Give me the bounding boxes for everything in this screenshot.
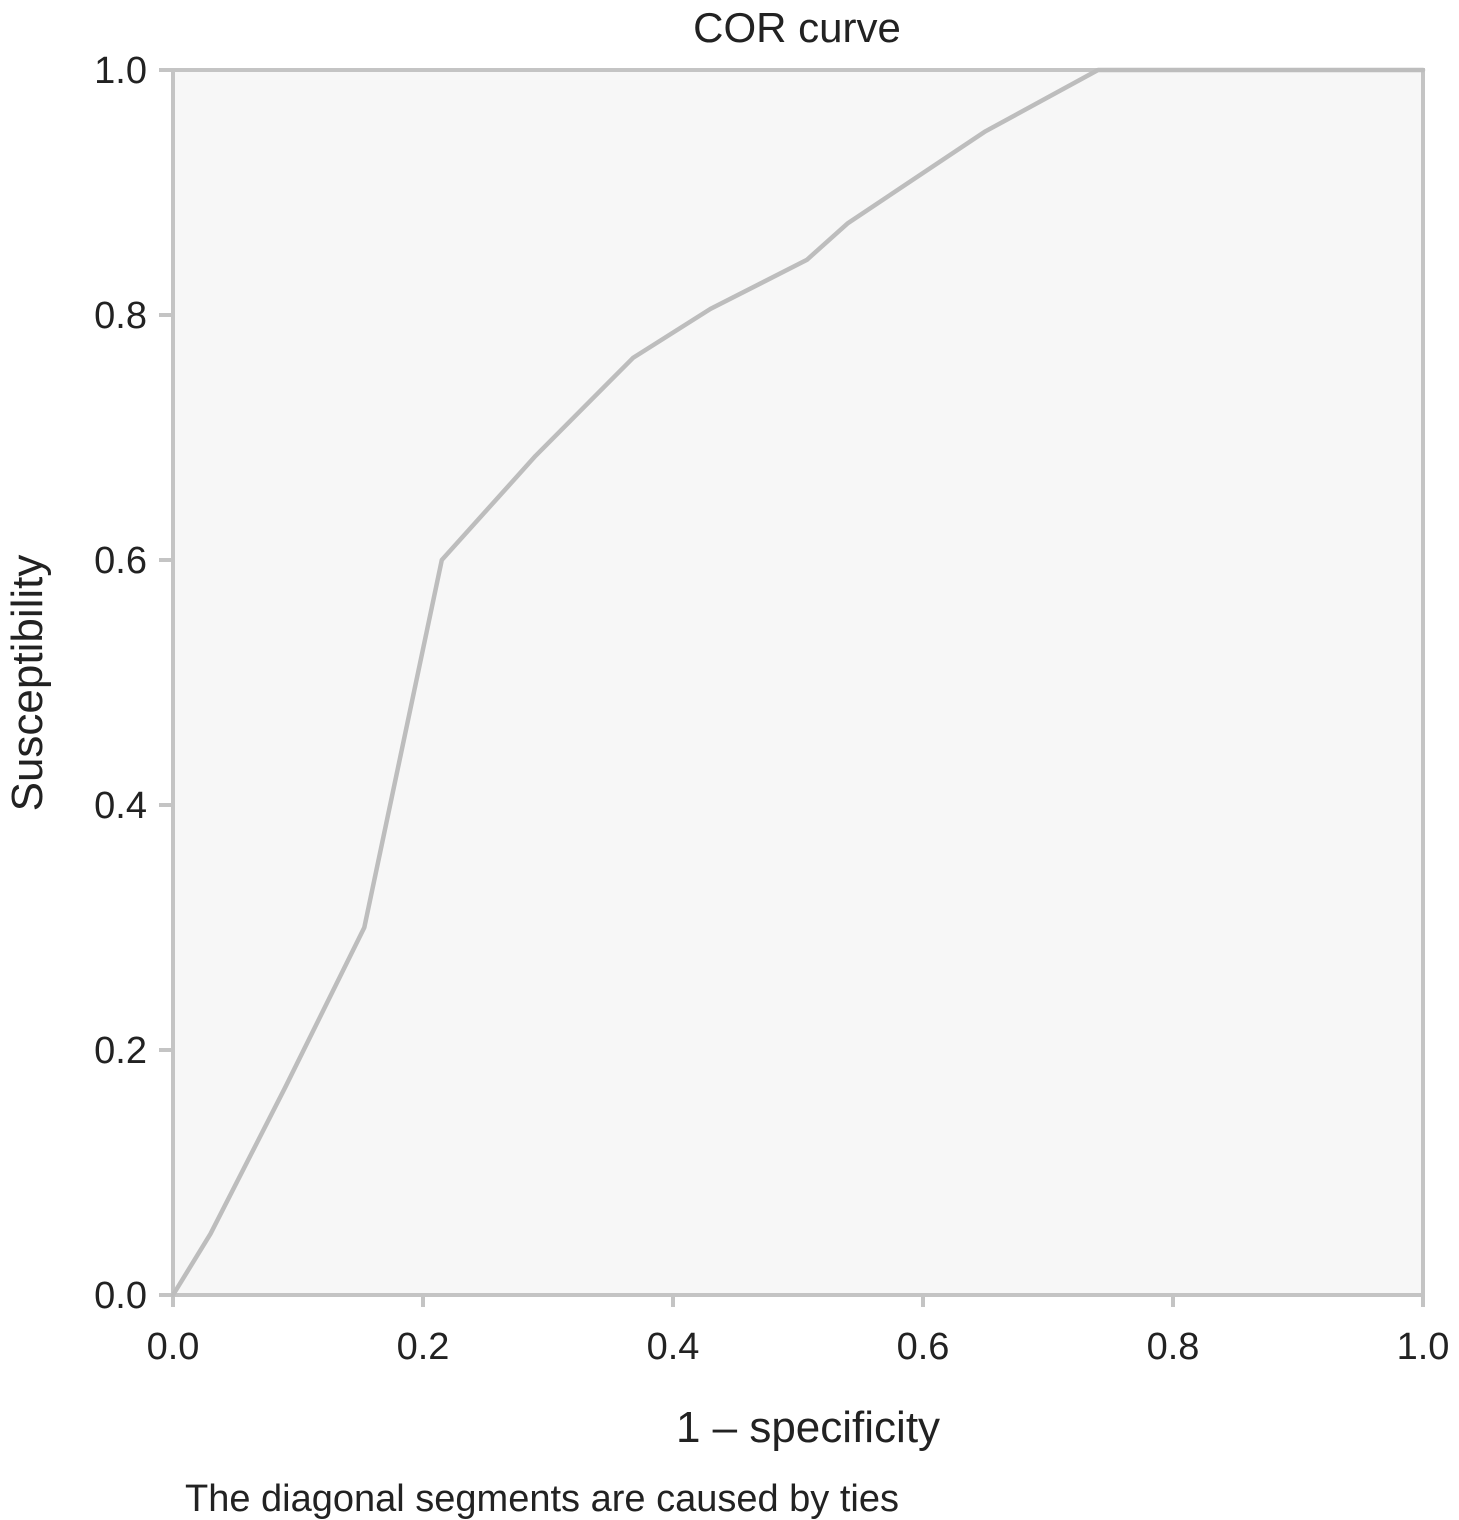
y-tick-label: 0.8 [94,295,147,337]
plot-area [171,68,1425,1297]
x-tick-label: 1.0 [1397,1326,1450,1368]
y-tick-label: 0.6 [94,540,147,582]
x-tick-label: 0.0 [147,1326,200,1368]
chart-title: COR curve [693,4,901,51]
x-tick-label: 0.4 [647,1326,700,1368]
x-axis: 0.0 0.2 0.4 0.6 0.8 1.0 [147,1295,1450,1368]
y-tick-label: 0.2 [94,1030,147,1072]
y-tick-label: 0.0 [94,1275,147,1317]
x-axis-title: 1 – specificity [676,1403,940,1452]
y-axis-title: Susceptibility [3,555,52,812]
y-tick-label: 0.4 [94,785,147,827]
x-tick-label: 0.8 [1147,1326,1200,1368]
y-tick-label: 1.0 [94,50,147,92]
y-axis: 0.0 0.2 0.4 0.6 0.8 1.0 [94,50,173,1317]
x-tick-label: 0.6 [897,1326,950,1368]
roc-curve-line [170,67,1426,1298]
x-tick-label: 0.2 [397,1326,450,1368]
chart-footnote: The diagonal segments are caused by ties [185,1478,899,1520]
